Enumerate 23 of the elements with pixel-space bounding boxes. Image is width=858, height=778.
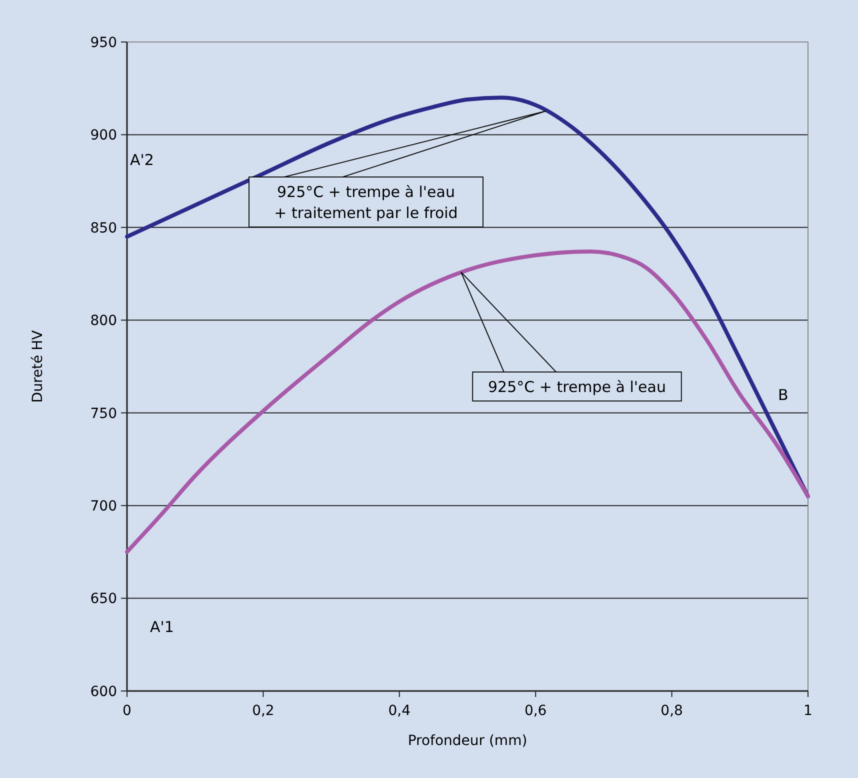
x-tick-label: 0,4 — [388, 703, 411, 719]
x-tick-label: 0,2 — [252, 703, 274, 719]
callout: 925°C + trempe à l'eau — [460, 272, 682, 402]
x-tick-label: 0 — [122, 703, 132, 719]
y-tick-label: 900 — [90, 128, 117, 144]
annotation: A'2 — [130, 151, 154, 169]
y-tick-label: 750 — [90, 406, 117, 422]
annotation: 925°C + trempe à l'eau — [488, 378, 666, 396]
y-tick-label: 800 — [90, 313, 117, 330]
y-tick-label: 950 — [90, 34, 117, 51]
annotation: 925°C + trempe à l'eau + traitement par le froid — [274, 183, 458, 222]
y-tick-label: 600 — [90, 684, 117, 700]
y-tick-label: 650 — [90, 591, 117, 608]
y-tick-label: 850 — [90, 220, 117, 236]
x-tick-label: 0,6 — [524, 703, 547, 719]
annotation: A'1 — [150, 618, 174, 636]
x-tick-label: 0,8 — [660, 703, 683, 719]
y-tick-label: 700 — [90, 498, 117, 514]
y-axis-title: Dureté HV — [30, 330, 46, 403]
x-axis-title: Profondeur (mm) — [408, 733, 528, 749]
callout: 925°C + trempe à l'eau + traitement par le froid — [248, 110, 546, 228]
annotation: B — [778, 386, 788, 404]
x-tick-label: 1 — [804, 703, 812, 719]
